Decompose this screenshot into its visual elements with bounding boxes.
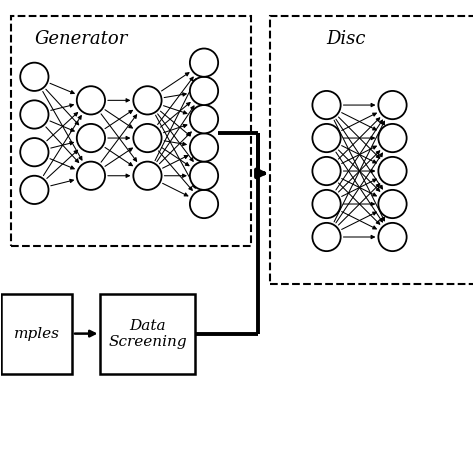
- Circle shape: [312, 223, 341, 251]
- Circle shape: [77, 124, 105, 152]
- Circle shape: [378, 157, 407, 185]
- Circle shape: [20, 176, 48, 204]
- Circle shape: [133, 86, 162, 115]
- Circle shape: [190, 77, 218, 105]
- Text: Data
Screening: Data Screening: [108, 319, 187, 349]
- Circle shape: [312, 91, 341, 119]
- Bar: [11, 16, 251, 246]
- Circle shape: [378, 124, 407, 152]
- Circle shape: [133, 162, 162, 190]
- Circle shape: [77, 162, 105, 190]
- Circle shape: [77, 86, 105, 115]
- Circle shape: [190, 190, 218, 218]
- Text: Disc: Disc: [327, 30, 366, 48]
- Circle shape: [378, 190, 407, 218]
- Text: mples: mples: [14, 327, 60, 341]
- Bar: [270, 16, 474, 284]
- Circle shape: [190, 133, 218, 162]
- Bar: [1, 293, 72, 374]
- Circle shape: [312, 157, 341, 185]
- Circle shape: [378, 91, 407, 119]
- Circle shape: [20, 138, 48, 166]
- Circle shape: [190, 162, 218, 190]
- Circle shape: [312, 124, 341, 152]
- Bar: [100, 293, 195, 374]
- Circle shape: [133, 124, 162, 152]
- Text: Generator: Generator: [35, 30, 128, 48]
- Circle shape: [20, 100, 48, 128]
- Circle shape: [312, 190, 341, 218]
- Circle shape: [20, 63, 48, 91]
- Circle shape: [190, 48, 218, 77]
- Circle shape: [190, 105, 218, 133]
- Circle shape: [378, 223, 407, 251]
